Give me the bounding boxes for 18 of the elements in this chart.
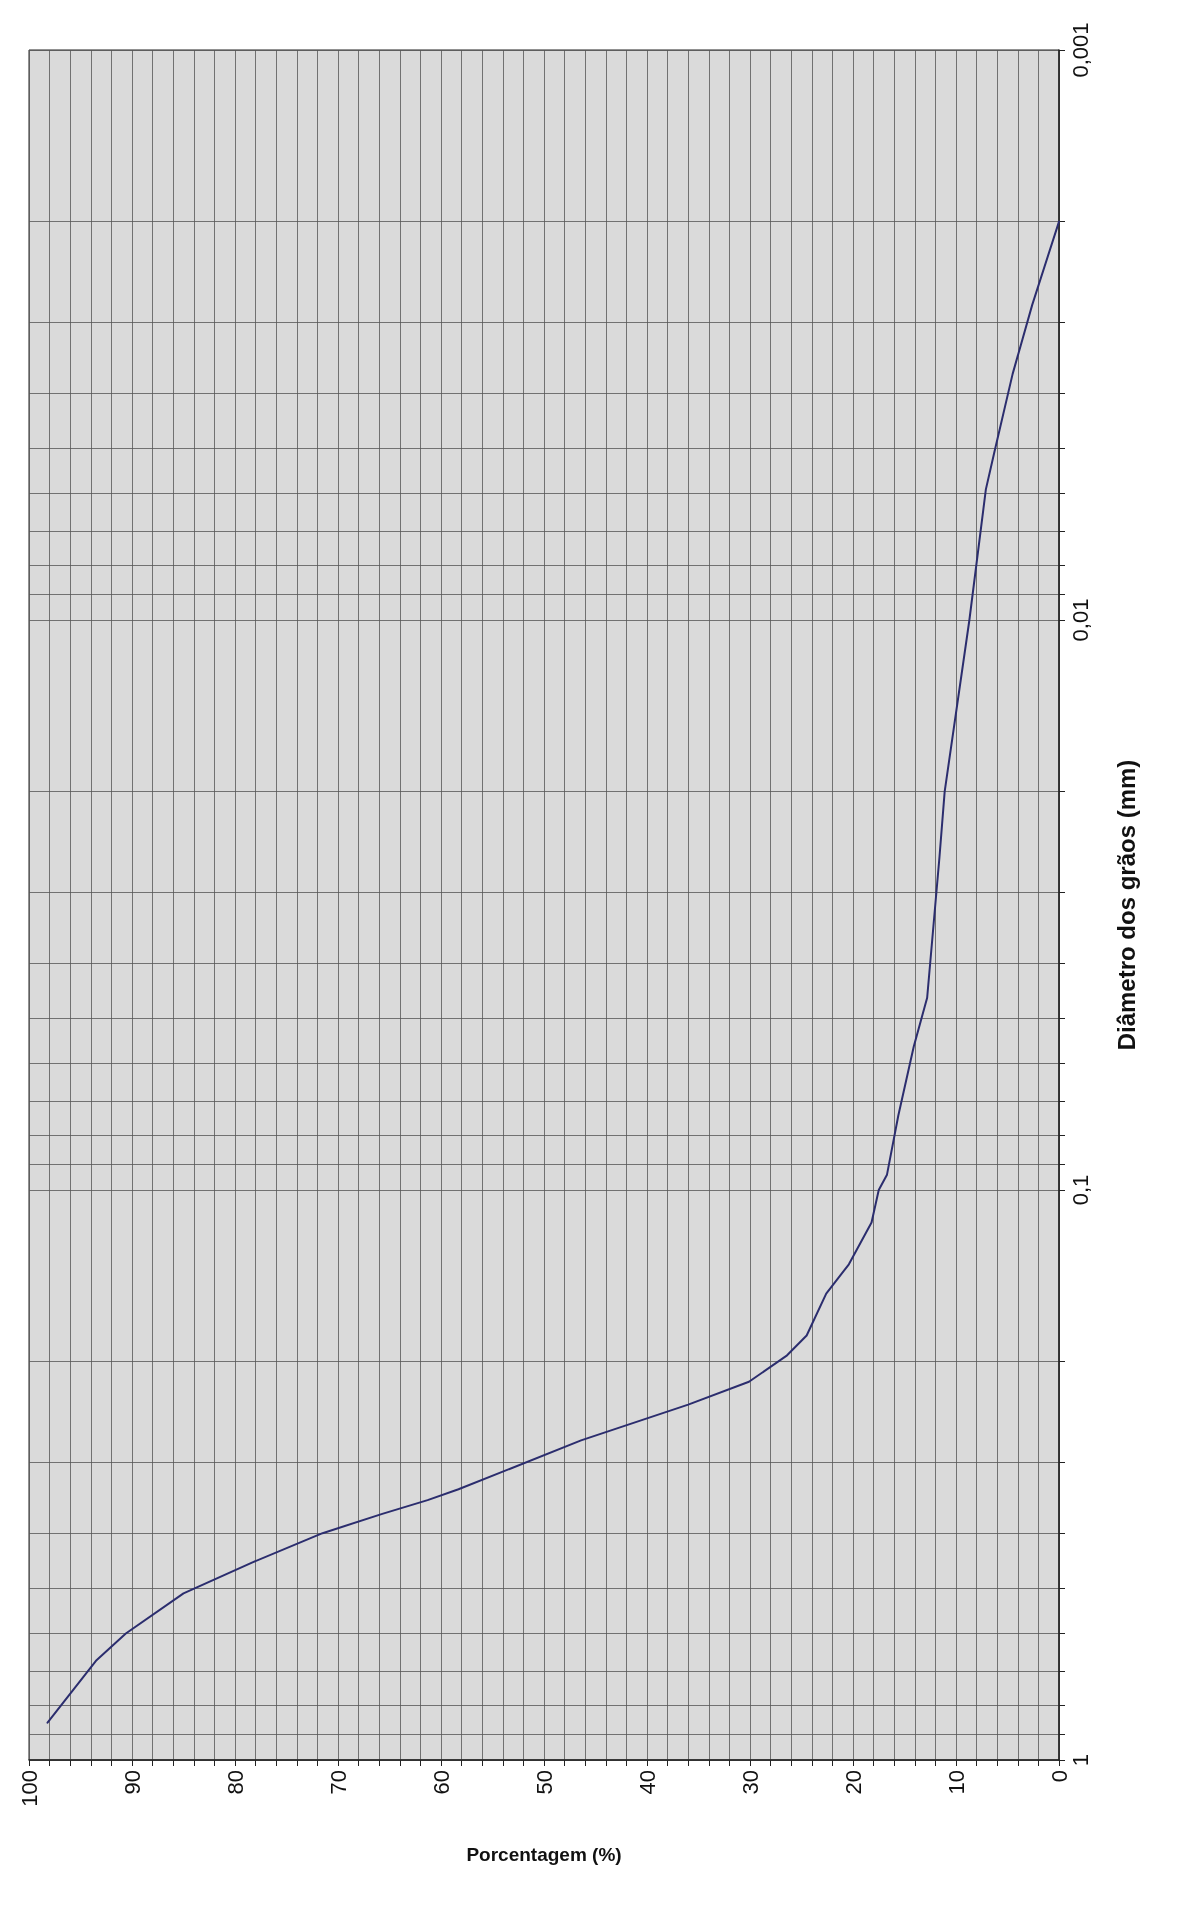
- x-tick-label: 0: [1046, 1770, 1072, 1783]
- y-tick-label: 0,01: [1067, 598, 1093, 642]
- y-tick-label: 1: [1067, 1753, 1093, 1767]
- x-tick-label: 40: [634, 1770, 660, 1795]
- x-tick-label: 50: [531, 1770, 557, 1795]
- x-tick-label: 80: [222, 1770, 248, 1795]
- line-series: [46, 220, 1060, 1724]
- x-tick-label: 10: [943, 1770, 969, 1795]
- x-tick-label: 70: [325, 1770, 351, 1795]
- x-tick-label: 20: [840, 1770, 866, 1795]
- y-tick-label: 0,001: [1067, 22, 1093, 78]
- x-tick-label: 100: [16, 1770, 42, 1807]
- x-tick-label: 90: [119, 1770, 145, 1795]
- y-tick-label: 0,1: [1067, 1174, 1093, 1206]
- y-axis-title: Diâmetro dos grãos (mm): [1112, 759, 1140, 1051]
- x-tick-label: 60: [428, 1770, 454, 1795]
- x-tick-label: 30: [737, 1770, 763, 1795]
- x-axis-title: Porcentagem (%): [466, 1844, 622, 1865]
